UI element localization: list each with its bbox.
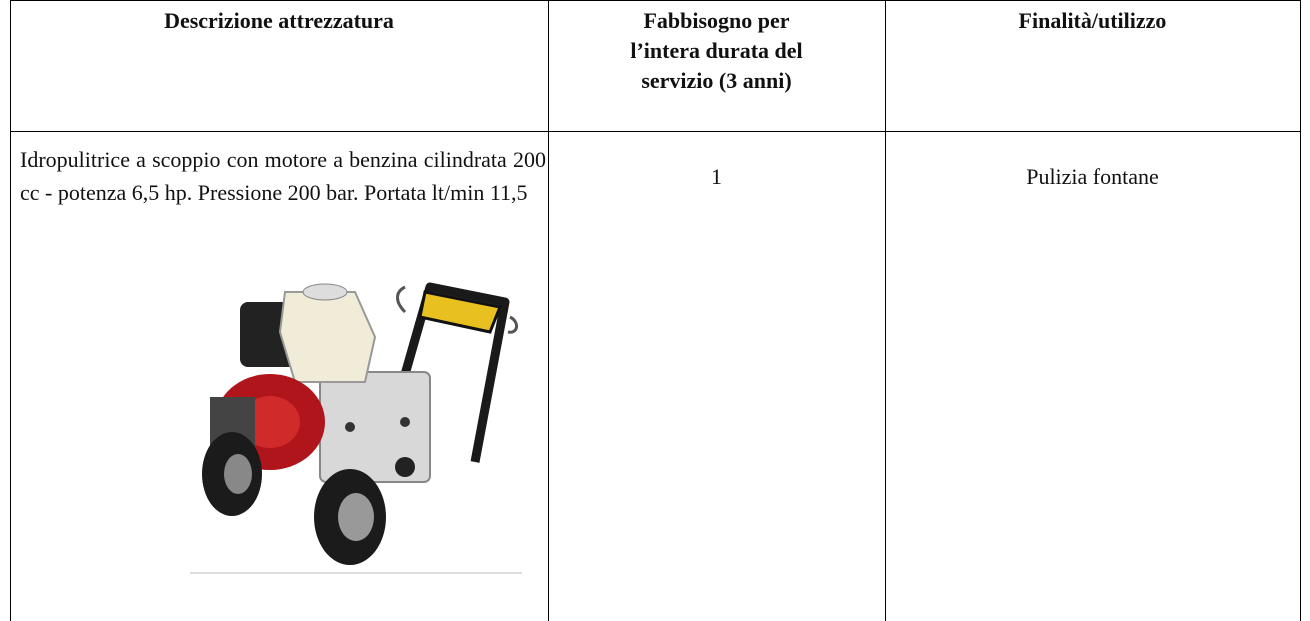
table-border (10, 0, 1301, 1)
cell-quantity: 1 (711, 164, 722, 189)
table-border (10, 0, 11, 621)
cell-purpose: Pulizia fontane (1026, 164, 1159, 189)
table-border (885, 0, 886, 621)
table-border (548, 0, 549, 621)
table-border (10, 131, 1301, 132)
header-cell: Fabbisogno per l’intera durata del servi… (630, 8, 803, 93)
product-image (190, 262, 525, 577)
header-cell: Descrizione attrezzatura (164, 8, 394, 33)
header-cell: Finalità/utilizzo (1018, 8, 1167, 33)
cell-description: Idropulitrice a scoppio con motore a ben… (20, 147, 546, 205)
table-border (1300, 0, 1301, 621)
